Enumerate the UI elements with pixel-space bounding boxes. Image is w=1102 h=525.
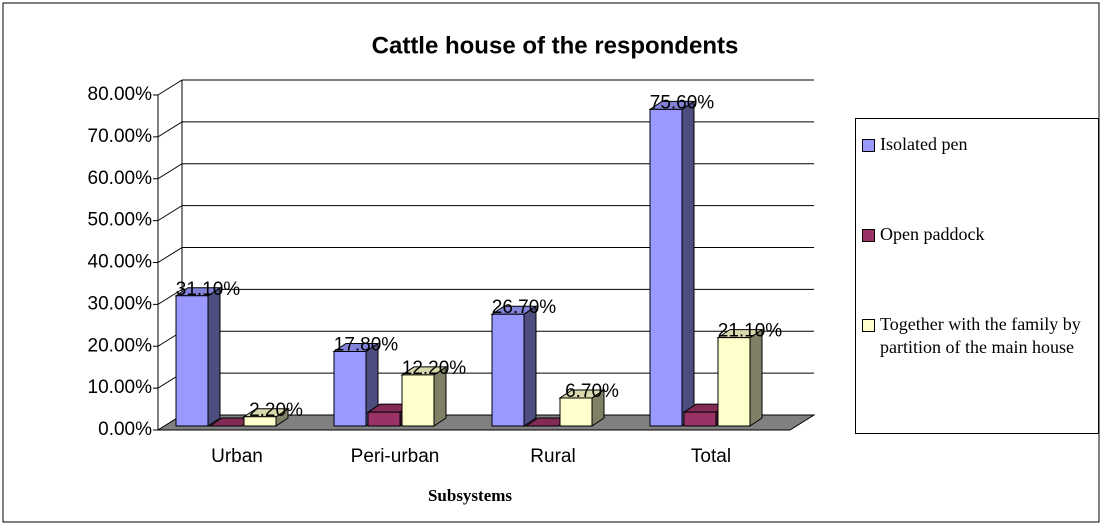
grid-line bbox=[157, 205, 183, 222]
bar bbox=[174, 286, 222, 427]
bar bbox=[558, 389, 606, 427]
data-label: 75.60% bbox=[650, 92, 715, 113]
bar-face bbox=[681, 100, 695, 427]
legend-label: Isolated pen bbox=[880, 134, 968, 154]
bar bbox=[490, 305, 538, 427]
y-tick-label: 40.00% bbox=[88, 252, 153, 273]
bar-face bbox=[207, 286, 221, 427]
bar-face bbox=[523, 305, 537, 427]
bar bbox=[332, 342, 380, 427]
grid-line bbox=[157, 288, 183, 305]
bar-face bbox=[559, 397, 593, 427]
grid-line bbox=[157, 163, 183, 180]
bar-face bbox=[749, 328, 763, 427]
chart-title: Cattle house of the respondents bbox=[372, 32, 739, 59]
data-label: 6.70% bbox=[565, 381, 619, 402]
x-tick-label: Peri-urban bbox=[351, 446, 440, 467]
data-label: 31.10% bbox=[176, 279, 241, 300]
legend-label: Open paddock bbox=[880, 224, 985, 244]
bar bbox=[716, 328, 764, 427]
y-tick-label: 70.00% bbox=[88, 126, 153, 147]
legend-swatch bbox=[862, 139, 875, 152]
data-label: 26.70% bbox=[492, 297, 557, 318]
y-tick-label: 10.00% bbox=[88, 377, 153, 398]
bar bbox=[242, 407, 290, 427]
y-tick-label: 0.00% bbox=[98, 419, 152, 440]
data-label: 2.20% bbox=[249, 400, 303, 421]
bar-face bbox=[683, 411, 717, 427]
legend-entry: Together with the family by partition of… bbox=[862, 313, 1096, 359]
x-tick-label: Total bbox=[691, 446, 731, 467]
y-tick-label: 80.00% bbox=[88, 84, 153, 105]
bar-face bbox=[367, 411, 401, 427]
legend-swatch bbox=[862, 319, 875, 332]
legend: Isolated pen Open paddock Together with th… bbox=[855, 118, 1099, 434]
legend-entry: Open paddock bbox=[862, 223, 1096, 246]
y-tick-label: 30.00% bbox=[88, 293, 153, 314]
bar-face bbox=[243, 416, 277, 427]
y-tick-label: 20.00% bbox=[88, 335, 153, 356]
legend-entry: Isolated pen bbox=[862, 133, 1096, 156]
bar bbox=[648, 100, 696, 427]
x-tick-label: Urban bbox=[211, 446, 263, 467]
data-label: 17.80% bbox=[334, 334, 399, 355]
bar-face bbox=[717, 337, 751, 427]
y-tick-label: 60.00% bbox=[88, 168, 153, 189]
bar-face bbox=[649, 108, 683, 427]
bar bbox=[400, 365, 448, 427]
grid-line bbox=[157, 247, 183, 263]
legend-label: Together with the family by partition of… bbox=[880, 314, 1081, 357]
bar-face bbox=[175, 295, 209, 427]
bar-face bbox=[491, 313, 525, 427]
grid-line bbox=[157, 79, 183, 96]
legend-swatch bbox=[862, 229, 875, 242]
x-tick-label: Rural bbox=[530, 446, 575, 467]
x-axis-label: Subsystems bbox=[428, 486, 512, 505]
data-label: 12.20% bbox=[402, 358, 467, 379]
data-label: 21.10% bbox=[718, 321, 783, 342]
bar-face bbox=[333, 350, 367, 427]
y-tick-label: 50.00% bbox=[88, 210, 153, 231]
grid-line bbox=[157, 121, 183, 138]
bar-face bbox=[401, 374, 435, 427]
